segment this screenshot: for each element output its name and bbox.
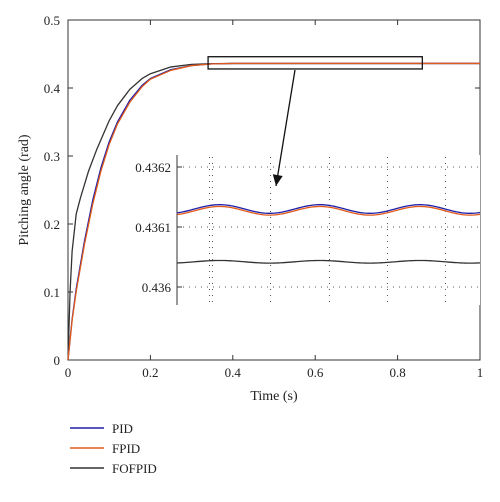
y-tick-label: 0 bbox=[54, 353, 61, 368]
inset-series-line-pid bbox=[176, 204, 481, 214]
y-tick-label: 0.4 bbox=[44, 81, 61, 96]
y-tick-label: 0.2 bbox=[44, 217, 60, 232]
x-tick-label: 0.4 bbox=[225, 365, 242, 380]
y-tick-label: 0.1 bbox=[44, 285, 60, 300]
zoom-arrow-head bbox=[272, 174, 283, 186]
x-tick-label: 0.6 bbox=[307, 365, 324, 380]
zoom-box bbox=[207, 56, 423, 70]
y-axis-title: Pitching angle (rad) bbox=[17, 134, 32, 246]
inset-y-tick-label: 0.4361 bbox=[135, 220, 171, 235]
y-tick-label: 0.5 bbox=[44, 13, 60, 28]
legend-label-fpid: FPID bbox=[112, 441, 140, 456]
legend-label-fofpid: FOFPID bbox=[112, 461, 157, 476]
series-line-fpid bbox=[67, 62, 480, 361]
y-tick-label: 0.3 bbox=[44, 149, 60, 164]
inset-series-line-fofpid bbox=[176, 259, 481, 264]
legend-label-pid: PID bbox=[112, 421, 133, 436]
inset-y-tick-label: 0.4362 bbox=[135, 160, 171, 175]
x-tick-label: 0.2 bbox=[142, 365, 158, 380]
x-axis-title: Time (s) bbox=[250, 389, 298, 404]
inset-y-tick-label: 0.436 bbox=[142, 280, 172, 295]
x-tick-label: 0 bbox=[65, 365, 72, 380]
x-tick-label: 1 bbox=[477, 365, 484, 380]
inset-background bbox=[177, 155, 480, 305]
x-tick-label: 0.8 bbox=[389, 365, 405, 380]
inset-series-line-fpid bbox=[176, 205, 481, 216]
zoom-arrow-shaft bbox=[275, 69, 296, 187]
